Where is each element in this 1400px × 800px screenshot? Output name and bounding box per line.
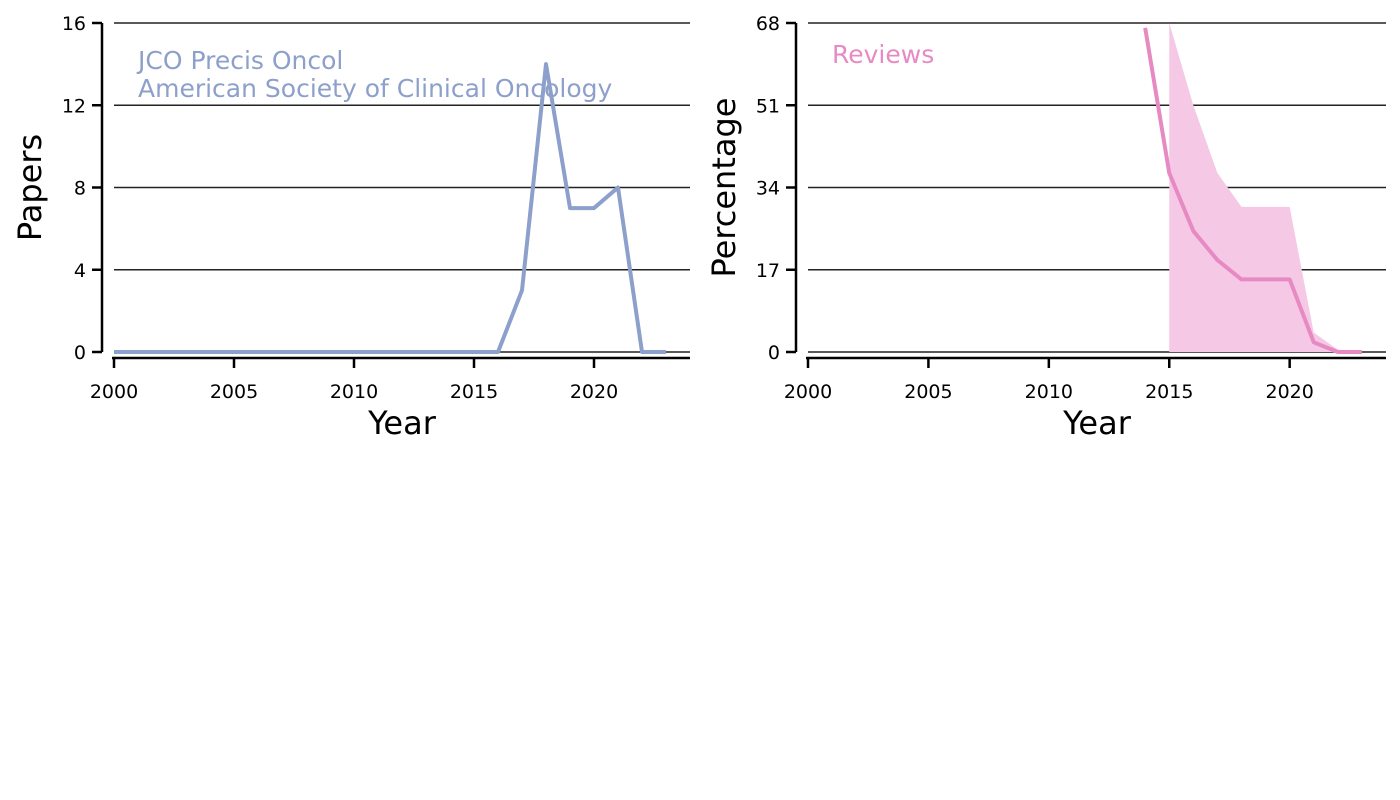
- y-tick-label-2: 34: [756, 178, 780, 200]
- x-axis-label: Year: [367, 404, 437, 442]
- y-tick-label-1: 17: [756, 260, 780, 282]
- y-tick-label-4: 16: [62, 13, 86, 35]
- x-axis-label: Year: [1062, 404, 1132, 442]
- annotation-1: American Society of Clinical Oncology: [138, 74, 613, 103]
- x-tick-label-2: 2010: [330, 381, 378, 403]
- x-tick-label-2: 2010: [1025, 381, 1073, 403]
- y-tick-label-2: 8: [74, 178, 86, 200]
- y-axis-label: Papers: [11, 134, 49, 241]
- y-tick-label-4: 68: [756, 13, 780, 35]
- y-tick-label-3: 12: [62, 95, 86, 117]
- y-tick-label-0: 0: [768, 342, 780, 364]
- x-tick-label-1: 2005: [210, 381, 258, 403]
- y-tick-label-3: 51: [756, 95, 780, 117]
- y-tick-label-0: 0: [74, 342, 86, 364]
- x-tick-label-3: 2015: [450, 381, 498, 403]
- papers-chart: 0 4 8 12 16 2000 2005 2010 2015 2020 Year Papers JCO…: [11, 13, 690, 442]
- y-tick-label-1: 4: [74, 260, 86, 282]
- x-tick-label-3: 2015: [1145, 381, 1193, 403]
- confidence-band: [1169, 23, 1362, 352]
- x-tick-label-4: 2020: [570, 381, 618, 403]
- x-tick-label-1: 2005: [904, 381, 952, 403]
- annotation-0: JCO Precis Oncol: [136, 46, 343, 75]
- series-line-0: [114, 62, 666, 354]
- series-line-0: [1143, 27, 1362, 354]
- x-tick-label-4: 2020: [1265, 381, 1313, 403]
- reviews-percentage-chart: 0 17 34 51 68 2000 2005 2010 2015 2020 Year Percent…: [705, 13, 1386, 442]
- x-tick-label-0: 2000: [90, 381, 138, 403]
- annotation-0: Reviews: [832, 40, 934, 69]
- y-axis-label: Percentage: [705, 97, 743, 277]
- x-tick-label-0: 2000: [784, 381, 832, 403]
